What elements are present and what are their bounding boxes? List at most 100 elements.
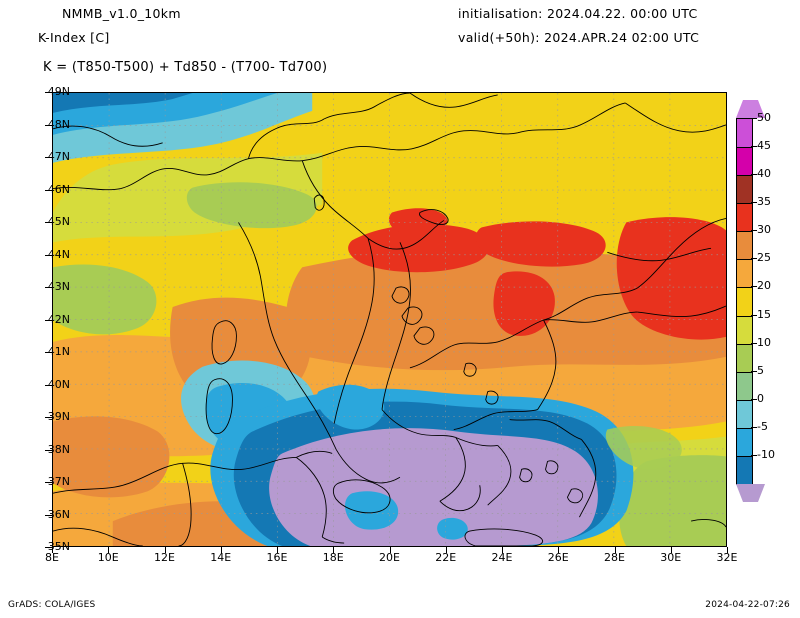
- lat-tick-label: 49N: [47, 85, 70, 98]
- colorbar-separator: [737, 203, 752, 205]
- lon-tick-label: 22E: [435, 551, 457, 564]
- generated-timestamp: 2024-04-22-07:26: [705, 600, 790, 610]
- colorbar-under-arrow: [736, 484, 765, 502]
- lat-tick-label: 39N: [47, 410, 70, 423]
- lon-tick-mark: [52, 547, 53, 553]
- colorbar-tick-mark: [751, 174, 757, 176]
- colorbar-tick-label: 30: [757, 223, 771, 237]
- lat-tick-mark: [45, 482, 52, 483]
- colorbar-separator: [737, 147, 752, 149]
- lon-tick-mark: [614, 547, 616, 553]
- colorbar-tick-label: 5: [757, 363, 764, 377]
- lon-tick-mark: [277, 547, 278, 553]
- colorbar-tick-mark: [751, 454, 757, 456]
- colorbar-tick-mark: [751, 314, 757, 316]
- lon-tick-label: 14E: [210, 551, 232, 564]
- colorbar-tick-label: 25: [757, 251, 771, 265]
- lon-tick-mark: [727, 547, 728, 553]
- colorbar-tick-label: 45: [757, 139, 771, 153]
- lat-tick-label: 42N: [47, 312, 70, 326]
- colorbar-band: [737, 399, 752, 428]
- lat-tick-mark: [45, 222, 52, 223]
- lat-tick-label: 45N: [47, 215, 70, 228]
- lon-tick-mark: [108, 547, 110, 553]
- colorbar-tick-mark: [751, 370, 757, 372]
- colorbar-tick-label: 15: [757, 307, 771, 321]
- colorbar-band: [737, 455, 752, 484]
- lon-tick-mark: [670, 547, 672, 553]
- lat-tick-label: 44N: [47, 247, 70, 261]
- lon-tick-mark: [558, 547, 560, 553]
- colorbar-band: [737, 119, 752, 148]
- colorbar-tick-mark: [751, 426, 757, 428]
- colorbar-separator: [737, 399, 752, 401]
- lat-tick-mark: [45, 384, 52, 386]
- lon-tick-label: 30E: [660, 551, 682, 564]
- colorbar-separator: [737, 371, 752, 373]
- colorbar-separator: [737, 287, 752, 289]
- model-name-label: NMMB_v1.0_10km: [62, 6, 181, 21]
- colorbar-band: [737, 231, 752, 260]
- lon-tick-label: 12E: [154, 551, 175, 564]
- colorbar-band: [737, 315, 752, 344]
- colorbar-band: [737, 343, 752, 372]
- lon-tick-label: 8E: [45, 551, 59, 564]
- lat-tick-mark: [45, 92, 52, 93]
- colorbar-tick-mark: [751, 398, 757, 400]
- colorbar-separator: [737, 427, 752, 429]
- lat-tick-label: 40N: [47, 377, 70, 391]
- colorbar-tick-mark: [751, 118, 757, 119]
- k-index-heatmap: [53, 93, 726, 546]
- lon-tick-label: 24E: [491, 551, 513, 564]
- map-plot-area: [52, 92, 727, 547]
- colorbar-tick-label: 0: [757, 391, 764, 405]
- colorbar-separator: [737, 259, 752, 261]
- colorbar-tick-mark: [751, 342, 757, 344]
- colorbar-tick-mark: [751, 258, 757, 260]
- lat-tick-mark: [45, 352, 52, 353]
- colorbar-band: [737, 427, 752, 456]
- lon-tick-mark: [333, 547, 335, 553]
- lon-tick-label: 28E: [604, 551, 625, 564]
- lat-tick-label: 41N: [47, 345, 70, 358]
- colorbar-tick-label: 10: [757, 335, 771, 349]
- initialisation-time: initialisation: 2024.04.22. 00:00 UTC: [458, 6, 698, 21]
- colorbar-band: [737, 371, 752, 400]
- colorbar-separator: [737, 455, 752, 457]
- lon-tick-label: 32E: [716, 551, 738, 564]
- lon-tick-label: 26E: [547, 551, 569, 564]
- colorbar-separator: [737, 315, 752, 317]
- lon-tick-label: 20E: [379, 551, 400, 564]
- formula-label: K = (T850-T500) + Td850 - (T700- Td700): [43, 60, 328, 75]
- colorbar-band: [737, 259, 752, 288]
- valid-time: valid(+50h): 2024.APR.24 02:00 UTC: [458, 30, 700, 45]
- lat-tick-label: 43N: [47, 280, 70, 293]
- colorbar-separator: [737, 231, 752, 233]
- lon-tick-label: 18E: [322, 551, 344, 564]
- colorbar-band: [737, 287, 752, 316]
- colorbar-tick-mark: [751, 202, 757, 204]
- colorbar-band: [737, 147, 752, 176]
- colorbar-tick-mark: [751, 230, 757, 232]
- lat-tick-label: 46N: [47, 182, 70, 196]
- lat-tick-mark: [45, 319, 52, 321]
- colorbar-tick-mark: [751, 286, 757, 288]
- lat-tick-label: 38N: [47, 442, 70, 456]
- colorbar-tick-label: -5: [757, 419, 768, 433]
- lon-tick-mark: [164, 547, 166, 553]
- field-name-label: K-Index [C]: [38, 30, 110, 45]
- lat-tick-label: 35N: [47, 540, 70, 553]
- colorbar-tick-label: 40: [757, 167, 771, 181]
- colorbar-tick-label: -10: [757, 447, 775, 461]
- lon-tick-mark: [220, 547, 222, 553]
- lat-tick-mark: [45, 157, 52, 158]
- lat-tick-label: 36N: [47, 507, 70, 521]
- lat-tick-mark: [45, 287, 52, 288]
- lon-tick-label: 16E: [266, 551, 288, 564]
- colorbar-separator: [737, 343, 752, 345]
- lat-tick-mark: [45, 449, 52, 451]
- credit-label: GrADS: COLA/IGES: [8, 600, 96, 610]
- lat-tick-mark: [45, 514, 52, 516]
- lon-tick-mark: [389, 547, 391, 553]
- colorbar: [736, 118, 753, 485]
